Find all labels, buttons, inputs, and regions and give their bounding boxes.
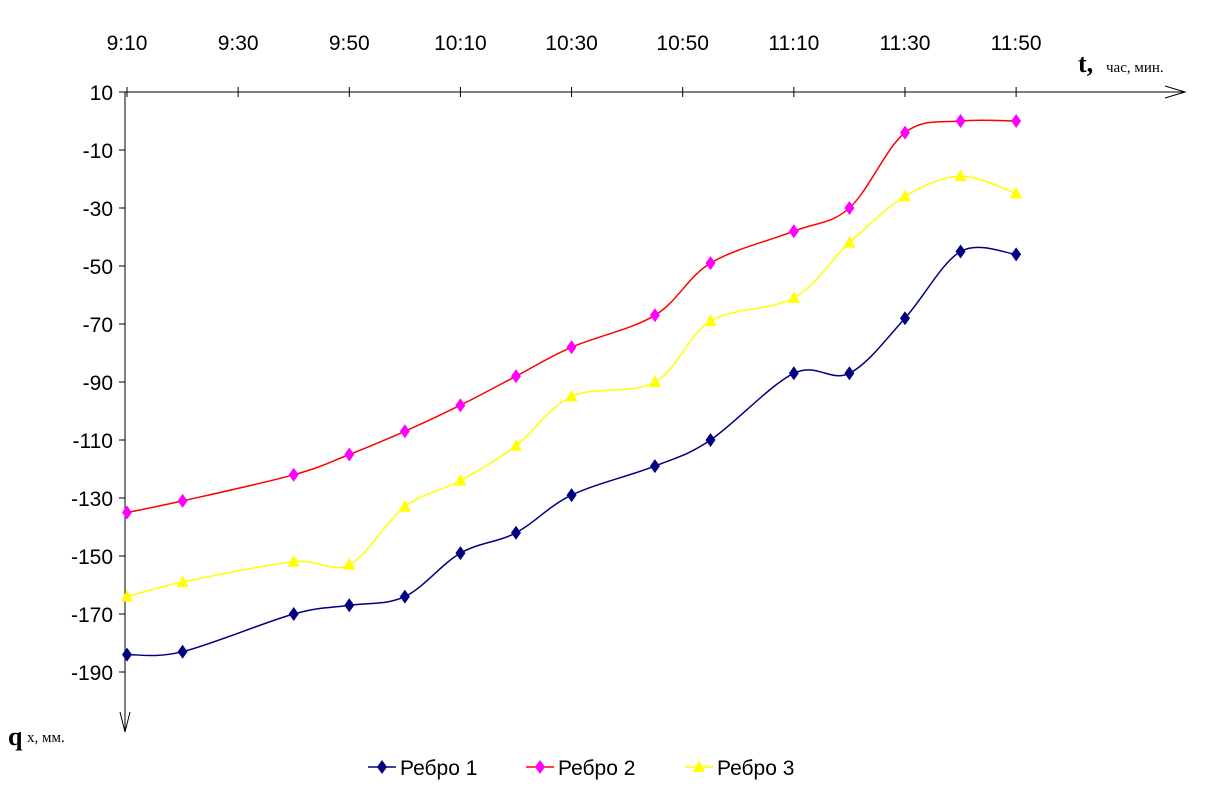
- data-point: [121, 589, 133, 602]
- data-point: [1010, 186, 1023, 199]
- series-group: [121, 114, 1023, 662]
- x-axis-arrow: [1164, 85, 1187, 99]
- y-tick-label: -50: [83, 256, 113, 279]
- x-tick-label: 9:50: [329, 32, 370, 55]
- y-tick-label: 10: [90, 82, 113, 105]
- data-point: [510, 369, 521, 384]
- y-tick-label: -190: [71, 662, 113, 685]
- legend-label: Ребро 3: [717, 757, 794, 780]
- data-point: [787, 290, 800, 303]
- y-tick-label: -130: [71, 488, 113, 511]
- data-point: [843, 235, 856, 248]
- legend-marker: [693, 760, 705, 772]
- y-tick-label: -90: [83, 372, 113, 395]
- legend-item: Ребро 2: [526, 757, 635, 780]
- series-3: [121, 169, 1023, 602]
- x-tick-label: 11:50: [991, 32, 1042, 55]
- x-tick-label: 9:10: [107, 32, 148, 55]
- data-point: [788, 366, 799, 381]
- data-point: [898, 189, 911, 202]
- data-point: [288, 607, 299, 621]
- legend-label: Ребро 2: [558, 757, 635, 780]
- legend-item: Ребро 1: [368, 757, 477, 780]
- y-tick-label: -110: [73, 430, 113, 453]
- data-point: [899, 125, 910, 140]
- data-point: [343, 557, 356, 570]
- data-point: [344, 598, 355, 613]
- data-point: [176, 575, 189, 588]
- data-point: [788, 224, 799, 239]
- data-point: [648, 375, 661, 387]
- data-point: [177, 644, 188, 659]
- data-point: [122, 505, 132, 520]
- y-axis-ticks: 10 -10 -30 -50 -70 -90 -110 -130 -150 -170 -190: [71, 82, 125, 685]
- data-point: [399, 589, 410, 604]
- x-tick-label: 11:10: [768, 32, 819, 55]
- data-point: [1011, 114, 1022, 128]
- data-point: [705, 433, 716, 447]
- data-point: [566, 488, 577, 503]
- data-point: [454, 473, 467, 486]
- legend: Ребро 1 Ребро 2 Ребро 3: [368, 757, 794, 780]
- y-axis-arrow: [119, 711, 131, 733]
- data-point: [565, 389, 578, 402]
- x-tick-label: 10:30: [545, 32, 598, 55]
- data-point: [844, 366, 855, 381]
- data-point: [287, 554, 300, 567]
- x-tick-label: 10:50: [656, 32, 709, 55]
- data-point: [955, 244, 966, 259]
- legend-marker: [377, 760, 387, 774]
- data-point: [344, 447, 355, 462]
- data-point: [122, 647, 132, 662]
- data-point: [288, 467, 299, 482]
- data-point: [566, 340, 577, 355]
- data-point: [455, 546, 466, 561]
- legend-marker: [535, 760, 545, 774]
- y-tick-label: -170: [71, 604, 113, 627]
- data-point: [955, 114, 966, 128]
- x-axis-title: t,: [1078, 49, 1093, 78]
- x-axis-unit: час, мин.: [1106, 60, 1164, 76]
- data-point: [1011, 247, 1022, 262]
- series-line: [126, 246, 1017, 657]
- legend-item: Ребро 3: [685, 757, 794, 780]
- x-tick-label: 10:10: [434, 32, 487, 55]
- y-axis-title: q: [8, 722, 23, 751]
- x-tick-label: 11:30: [879, 32, 930, 55]
- data-point: [509, 438, 522, 451]
- y-tick-label: -70: [83, 314, 113, 337]
- data-point: [510, 525, 521, 540]
- y-tick-label: -150: [71, 546, 113, 569]
- data-point: [844, 201, 855, 215]
- data-point: [954, 169, 967, 182]
- y-axis-unit: x, мм.: [27, 730, 65, 746]
- legend-label: Ребро 1: [400, 757, 477, 780]
- data-point: [899, 311, 910, 326]
- x-axis-ticks: 9:10 9:30 9:50 10:10 10:30 10:50 11:10 11:30 11:…: [107, 32, 1042, 97]
- data-point: [177, 493, 188, 508]
- y-tick-label: -30: [83, 198, 113, 221]
- data-point: [705, 256, 716, 271]
- data-point: [704, 314, 717, 327]
- data-point: [649, 459, 660, 474]
- data-point: [649, 308, 660, 323]
- data-point: [398, 499, 411, 512]
- series-line: [126, 119, 1017, 514]
- series-1: [122, 244, 1022, 662]
- data-point: [455, 398, 466, 413]
- series-line: [126, 175, 1017, 598]
- x-tick-label: 9:30: [218, 32, 259, 55]
- series-2: [122, 114, 1022, 520]
- axes: [119, 85, 1187, 733]
- data-point: [399, 424, 410, 439]
- y-tick-label: -10: [83, 140, 113, 163]
